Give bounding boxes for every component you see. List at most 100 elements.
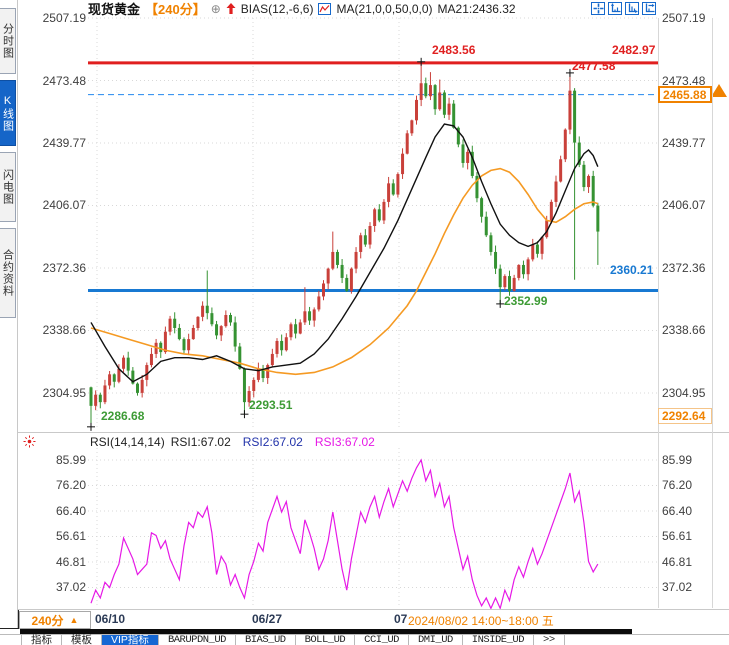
- candle-body: [345, 277, 349, 291]
- add-indicator-icon[interactable]: ⊕: [210, 1, 221, 16]
- candle-body: [470, 151, 474, 176]
- candle-body: [201, 305, 205, 317]
- candle-body: [494, 251, 498, 269]
- candle-body: [331, 251, 335, 269]
- axis-tick-label: 66.40: [662, 504, 693, 518]
- scale-up-axis-button[interactable]: [608, 2, 622, 15]
- bottom-tab-cci-ud[interactable]: CCI_UD: [355, 635, 409, 645]
- candle-body: [317, 296, 321, 310]
- axis-tick-label: 2439.77: [662, 136, 706, 150]
- rsi-params-label: RSI(14,14,14): [90, 435, 165, 449]
- rsi-header: RSI(14,14,14) RSI1:67.02 RSI2:67.02 RSI3…: [90, 435, 375, 449]
- bottom-tab-bias-ud[interactable]: BIAS_UD: [236, 635, 296, 645]
- tab-bar-spacer: [0, 635, 22, 645]
- candle-body: [489, 235, 493, 252]
- candle-body: [289, 324, 293, 338]
- candle-body: [261, 368, 265, 379]
- candle-body: [549, 201, 553, 221]
- ma-indicator-label: MA(21,0,0,50,0,0): [336, 1, 433, 16]
- bottom-tab-more[interactable]: >>: [534, 635, 565, 645]
- ma50-line: [90, 167, 599, 376]
- indicator-alarm-icon[interactable]: [23, 435, 36, 448]
- period-label: 【240分】: [145, 2, 206, 17]
- sidebar-item-time-share-chart[interactable]: 分时图: [0, 8, 16, 74]
- candle-body: [568, 90, 572, 130]
- candle-body: [256, 368, 260, 380]
- rsi3-value: RSI3:67.02: [314, 435, 375, 449]
- candle-body: [349, 268, 353, 291]
- candle-body: [559, 159, 563, 182]
- axis-tick-label: 2338.66: [42, 323, 86, 338]
- horizontal-scrollbar-thumb[interactable]: [20, 629, 632, 634]
- candle-body: [517, 264, 521, 278]
- chart-tool-buttons: [591, 2, 656, 15]
- axis-tick-label: 2406.07: [662, 198, 706, 213]
- candle-body: [136, 383, 139, 393]
- axis-tick-label: 56.61: [55, 529, 86, 544]
- candle-body: [196, 316, 200, 328]
- lower-alert-price-box[interactable]: 2292.64: [658, 407, 712, 424]
- crosshair-tool-button[interactable]: [591, 2, 605, 15]
- sidebar-item-flash-chart[interactable]: 闪电图: [0, 152, 16, 222]
- scale-down-axis-button[interactable]: [625, 2, 639, 15]
- candle-body: [526, 259, 530, 275]
- candle-body: [363, 235, 367, 245]
- candle-body: [475, 175, 479, 199]
- bottom-tab-template[interactable]: 模板: [62, 635, 102, 645]
- candle-body: [498, 268, 502, 288]
- period-selector[interactable]: 240分 ▲: [19, 611, 91, 629]
- candle-body: [94, 394, 98, 406]
- sidebar-item-kline-chart[interactable]: K线图: [0, 80, 16, 146]
- candle-body: [447, 103, 451, 115]
- candle-body: [410, 120, 414, 134]
- candle-body: [242, 368, 246, 403]
- candle-body: [140, 379, 144, 393]
- bottom-tab-indicator[interactable]: 指标: [22, 635, 62, 645]
- axis-tick-label: 2304.95: [42, 385, 86, 400]
- bias-indicator-label: BIAS(12,-6,6): [240, 1, 314, 16]
- axis-tick-label: 56.61: [662, 529, 693, 544]
- candle-body: [391, 183, 395, 195]
- bottom-tab-boll-ud[interactable]: BOLL_UD: [296, 635, 356, 645]
- candle-body: [98, 394, 102, 403]
- right-axis-divider: [658, 18, 659, 608]
- axis-tick-label: 2372.36: [662, 260, 706, 275]
- bottom-tab-dmi-ud[interactable]: DMI_UD: [409, 635, 463, 645]
- candle-body: [247, 391, 251, 403]
- candle-body: [117, 368, 121, 382]
- candle-body: [554, 181, 558, 202]
- axis-tick-label: 2439.77: [42, 136, 86, 150]
- bottom-tab-barupdn-ud[interactable]: BARUPDN_UD: [159, 635, 236, 645]
- toolbar: 现货黄金 【240分】 ⊕ BIAS(12,-6,6) MA(21,0,0,50,…: [88, 0, 516, 18]
- sidebar-item-label: 分时图: [1, 23, 14, 59]
- candle-body: [466, 151, 470, 163]
- candle-body: [587, 175, 591, 188]
- panel-separator: [17, 432, 729, 433]
- candle-body: [424, 83, 428, 97]
- candle-body: [215, 324, 219, 336]
- period-up-arrow-icon: ▲: [69, 615, 79, 625]
- candle-body: [433, 85, 437, 110]
- time-tick-label: 06/10: [95, 612, 126, 626]
- sidebar-item-contract-info[interactable]: 合约资料: [0, 228, 16, 318]
- ma-value: MA21:2436.32: [437, 1, 516, 16]
- candle-body: [359, 235, 363, 252]
- candle-body: [270, 353, 274, 366]
- axis-tick-label: 85.99: [662, 453, 693, 467]
- candle-body: [303, 311, 307, 323]
- bottom-tab-inside-ud[interactable]: INSIDE_UD: [463, 635, 535, 645]
- candle-body: [577, 142, 581, 165]
- candle-body: [540, 237, 544, 254]
- pan-right-button[interactable]: [642, 2, 656, 15]
- candle-body: [266, 365, 270, 379]
- candle-body: [149, 353, 153, 366]
- candle-body: [308, 311, 312, 321]
- candle-body: [480, 198, 484, 217]
- candle-body: [387, 183, 391, 202]
- rsi1-value: RSI1:67.02: [170, 435, 231, 449]
- bottom-tab-vip-indicator[interactable]: VIP指标: [102, 635, 159, 645]
- rsi-line: [90, 458, 599, 611]
- candle-body: [108, 374, 112, 386]
- upper-alert-price-box[interactable]: 2465.88: [658, 85, 712, 103]
